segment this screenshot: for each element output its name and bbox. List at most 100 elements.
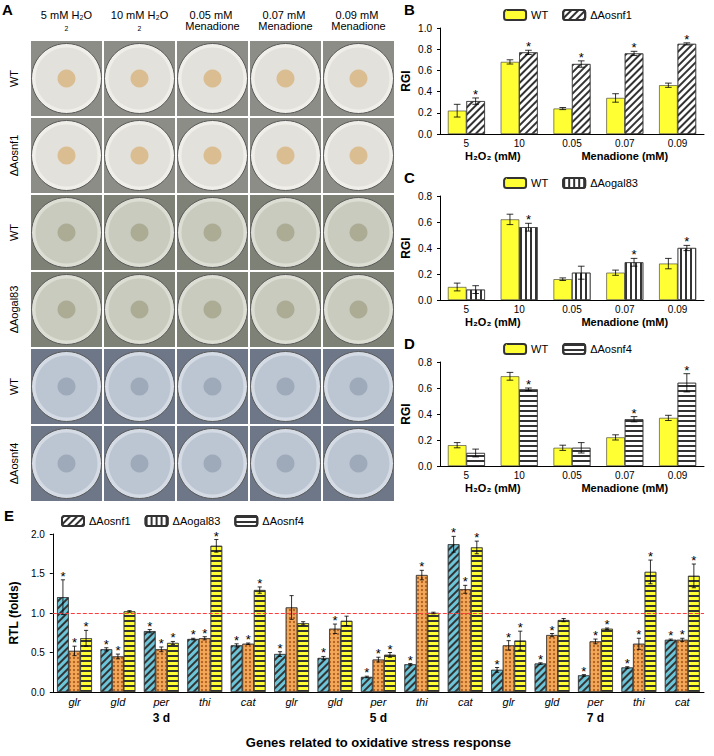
svg-text:WT: WT bbox=[8, 378, 20, 395]
svg-text:Menadione (mM): Menadione (mM) bbox=[581, 150, 668, 162]
svg-text:*: * bbox=[684, 32, 689, 47]
svg-text:7 d: 7 d bbox=[587, 711, 604, 725]
svg-text:1.0: 1.0 bbox=[31, 608, 45, 619]
svg-text:0.05: 0.05 bbox=[562, 304, 582, 315]
svg-text:0.8: 0.8 bbox=[418, 357, 432, 368]
svg-text:*: * bbox=[684, 234, 689, 249]
svg-text:thi: thi bbox=[633, 696, 645, 708]
svg-text:0.07: 0.07 bbox=[615, 304, 635, 315]
svg-text:0.2: 0.2 bbox=[418, 435, 432, 446]
svg-text:*: * bbox=[234, 633, 239, 648]
svg-text:0.5: 0.5 bbox=[31, 647, 45, 658]
svg-text:thi: thi bbox=[199, 696, 211, 708]
svg-text:1.0: 1.0 bbox=[418, 23, 432, 34]
svg-text:gld: gld bbox=[328, 696, 344, 708]
svg-text:*: * bbox=[691, 553, 696, 568]
svg-text:0.6: 0.6 bbox=[418, 65, 432, 76]
svg-text:0.09: 0.09 bbox=[668, 138, 688, 149]
svg-text:WT: WT bbox=[531, 177, 548, 189]
svg-text:*: * bbox=[636, 627, 641, 642]
svg-text:0.0: 0.0 bbox=[418, 295, 432, 306]
svg-text:0.2: 0.2 bbox=[418, 107, 432, 118]
svg-text:₂: ₂ bbox=[137, 20, 141, 32]
svg-text:RGI: RGI bbox=[399, 70, 413, 91]
svg-text:2.0: 2.0 bbox=[31, 529, 45, 540]
svg-text:1.5: 1.5 bbox=[31, 568, 45, 579]
svg-text:*: * bbox=[72, 635, 77, 650]
svg-text:₂: ₂ bbox=[64, 20, 68, 32]
svg-text:10: 10 bbox=[514, 138, 526, 149]
svg-text:*: * bbox=[632, 406, 637, 421]
svg-text:*: * bbox=[680, 627, 685, 642]
svg-text:0.0: 0.0 bbox=[418, 129, 432, 140]
svg-text:gld: gld bbox=[111, 696, 127, 708]
svg-text:Menadione (mM): Menadione (mM) bbox=[581, 316, 668, 328]
svg-text:cat: cat bbox=[458, 696, 474, 708]
svg-text:E: E bbox=[4, 507, 14, 524]
svg-text:ΔAosnf1: ΔAosnf1 bbox=[590, 9, 632, 21]
svg-text:gld: gld bbox=[545, 696, 561, 708]
svg-text:5: 5 bbox=[464, 470, 470, 481]
svg-text:RGI: RGI bbox=[399, 237, 413, 258]
svg-text:per: per bbox=[369, 696, 387, 708]
svg-text:cat: cat bbox=[675, 696, 691, 708]
svg-text:thi: thi bbox=[416, 696, 428, 708]
svg-text:H₂O₂ (mM): H₂O₂ (mM) bbox=[465, 150, 521, 162]
svg-text:5 d: 5 d bbox=[370, 711, 387, 725]
svg-text:*: * bbox=[506, 630, 511, 645]
svg-text:0.4: 0.4 bbox=[418, 86, 432, 97]
svg-text:*: * bbox=[648, 549, 653, 564]
svg-text:Menadione: Menadione bbox=[258, 20, 312, 32]
svg-text:*: * bbox=[668, 628, 673, 643]
svg-text:0.6: 0.6 bbox=[418, 217, 432, 228]
svg-text:0.0: 0.0 bbox=[418, 461, 432, 472]
svg-text:*: * bbox=[376, 646, 381, 661]
svg-text:*: * bbox=[632, 247, 637, 262]
svg-text:0.09: 0.09 bbox=[668, 304, 688, 315]
svg-text:0.6: 0.6 bbox=[418, 383, 432, 394]
svg-text:*: * bbox=[550, 623, 555, 638]
svg-text:*: * bbox=[581, 664, 586, 679]
svg-text:glr: glr bbox=[68, 696, 82, 708]
svg-text:RTL (folds): RTL (folds) bbox=[7, 581, 21, 644]
svg-text:glr: glr bbox=[285, 696, 299, 708]
svg-text:0.2: 0.2 bbox=[418, 269, 432, 280]
svg-text:Menadione: Menadione bbox=[185, 20, 239, 32]
svg-text:per: per bbox=[587, 696, 605, 708]
svg-text:0.4: 0.4 bbox=[418, 409, 432, 420]
svg-text:0.05: 0.05 bbox=[562, 138, 582, 149]
svg-text:0.8: 0.8 bbox=[418, 44, 432, 55]
svg-text:*: * bbox=[451, 525, 456, 540]
svg-text:*: * bbox=[632, 40, 637, 55]
svg-text:Menadione (mM): Menadione (mM) bbox=[581, 482, 668, 494]
svg-text:ΔAogal83: ΔAogal83 bbox=[173, 515, 221, 527]
svg-text:*: * bbox=[495, 657, 500, 672]
svg-text:10: 10 bbox=[514, 304, 526, 315]
svg-text:0.05: 0.05 bbox=[562, 470, 582, 481]
svg-text:0.07: 0.07 bbox=[615, 138, 635, 149]
svg-text:*: * bbox=[684, 363, 689, 378]
svg-text:*: * bbox=[579, 50, 584, 65]
svg-text:*: * bbox=[159, 636, 164, 651]
svg-text:5: 5 bbox=[464, 138, 470, 149]
svg-text:*: * bbox=[473, 87, 478, 102]
svg-text:ΔAosnf4: ΔAosnf4 bbox=[262, 515, 304, 527]
svg-text:*: * bbox=[60, 569, 65, 584]
svg-text:per: per bbox=[152, 696, 170, 708]
svg-text:*: * bbox=[593, 628, 598, 643]
svg-text:*: * bbox=[419, 559, 424, 574]
svg-text:*: * bbox=[463, 574, 468, 589]
svg-text:ΔAosnf4: ΔAosnf4 bbox=[590, 343, 632, 355]
svg-text:*: * bbox=[321, 645, 326, 660]
svg-text:*: * bbox=[257, 576, 262, 591]
svg-text:*: * bbox=[84, 619, 89, 634]
svg-text:ΔAosnf1: ΔAosnf1 bbox=[8, 135, 20, 177]
svg-text:Genes related to oxidative str: Genes related to oxidative stress respon… bbox=[246, 735, 511, 750]
svg-text:WT: WT bbox=[531, 9, 548, 21]
svg-text:*: * bbox=[170, 630, 175, 645]
svg-text:5: 5 bbox=[464, 304, 470, 315]
svg-text:*: * bbox=[518, 620, 523, 635]
svg-text:WT: WT bbox=[8, 70, 20, 87]
svg-text:*: * bbox=[526, 39, 531, 54]
svg-text:0.0: 0.0 bbox=[31, 687, 45, 698]
